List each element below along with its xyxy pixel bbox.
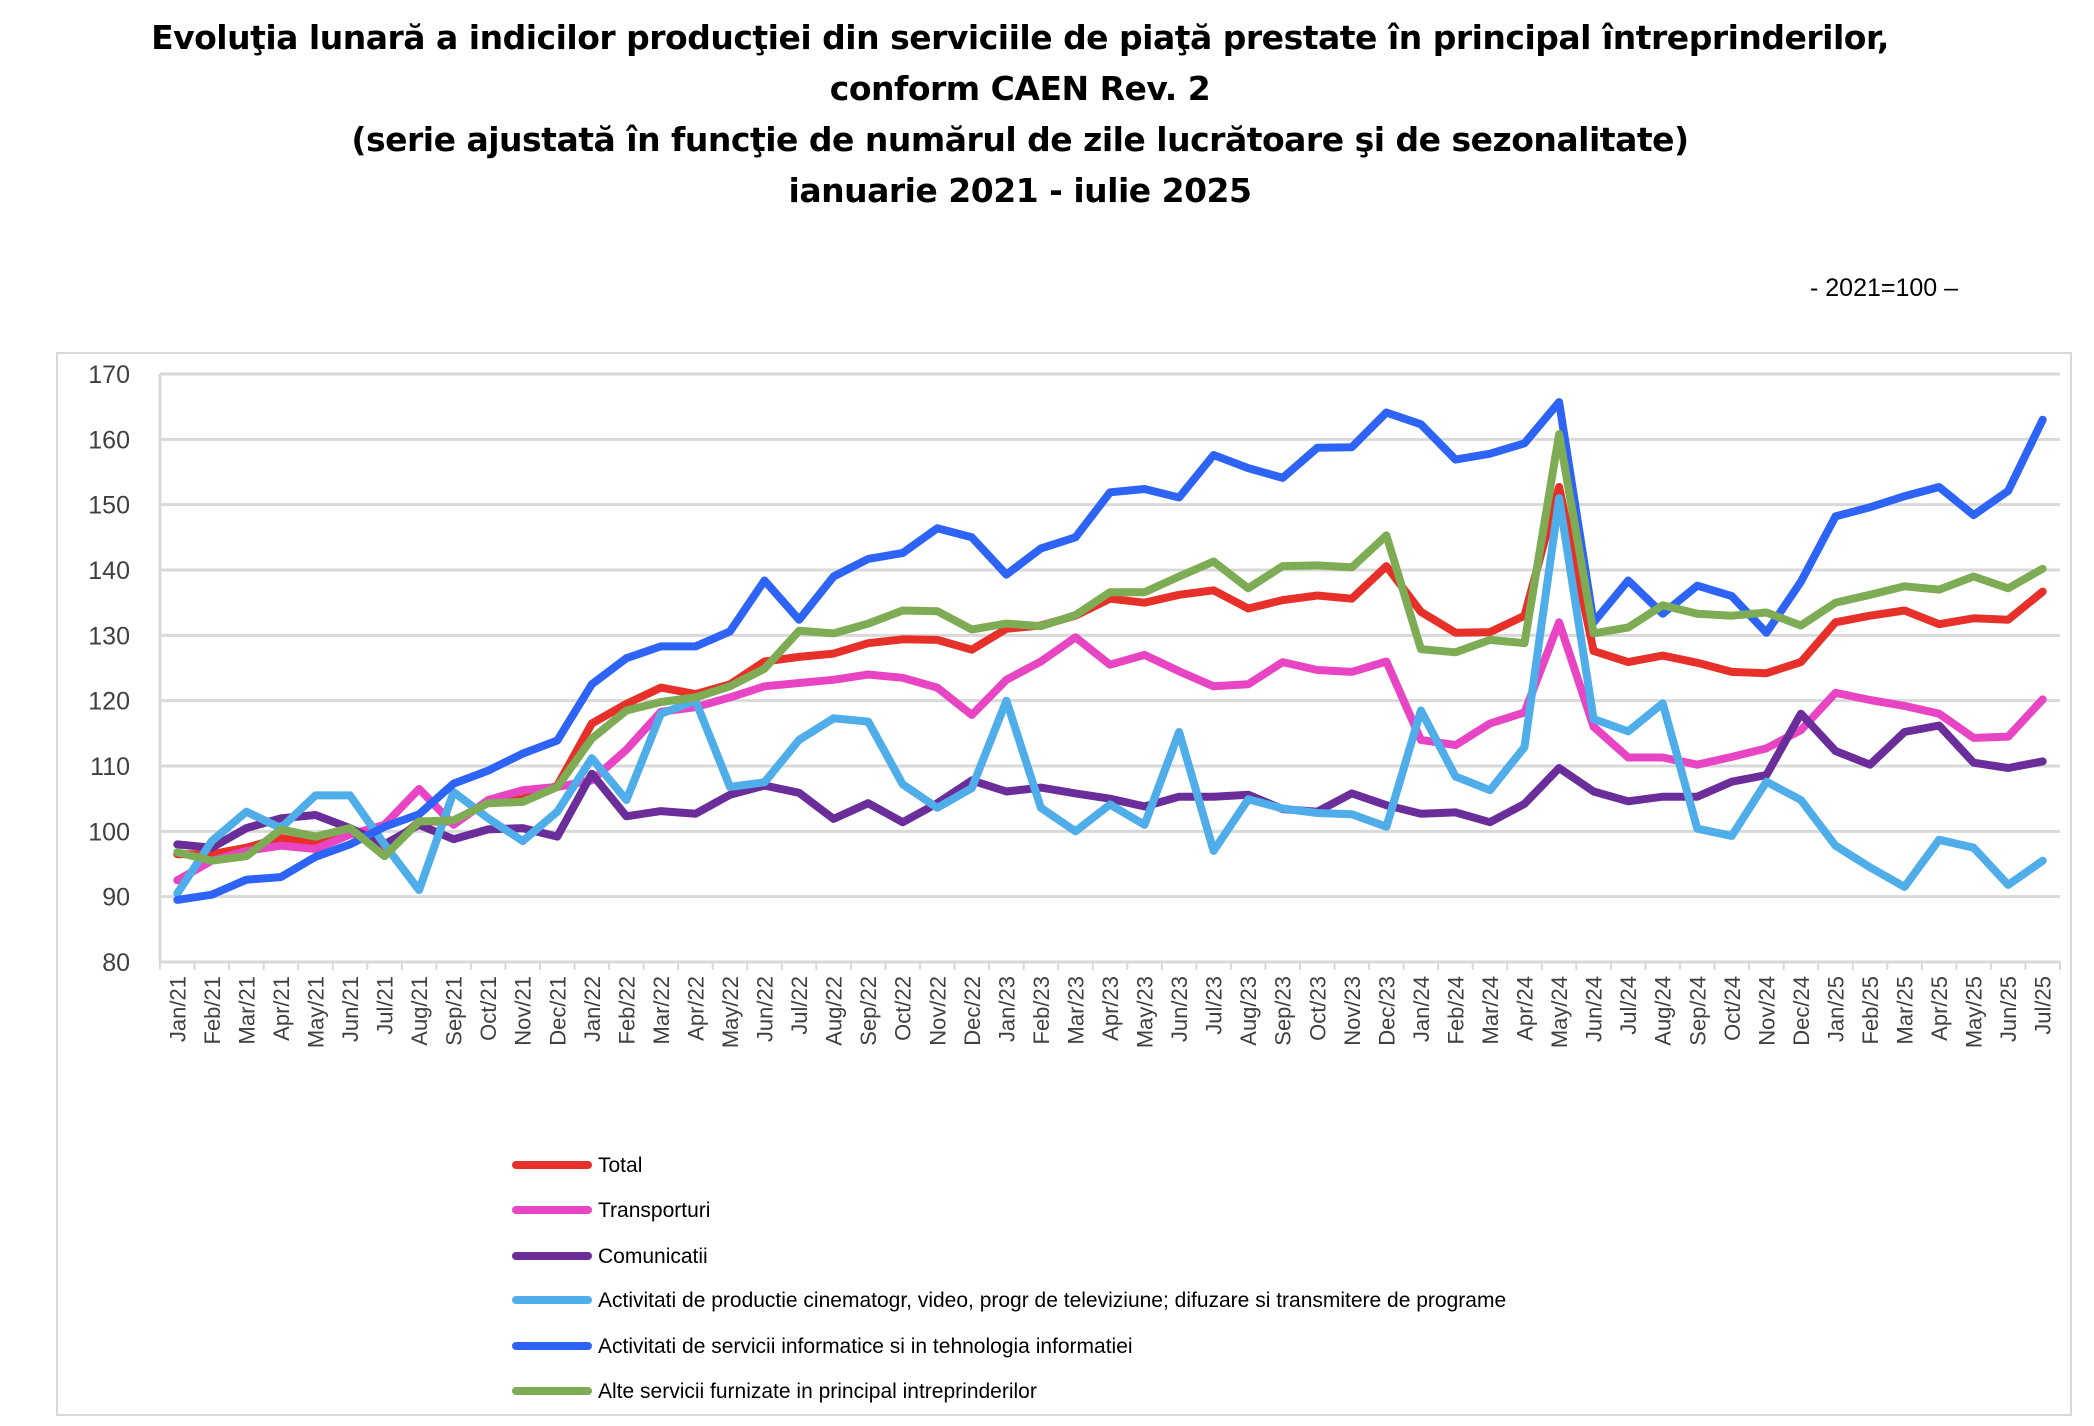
x-tick-label: Sep/24 bbox=[1685, 976, 1710, 1046]
x-tick-label: Nov/23 bbox=[1340, 976, 1365, 1046]
y-tick-label: 170 bbox=[88, 361, 130, 389]
x-tick-label: May/25 bbox=[1962, 976, 1987, 1048]
x-tick-label: Apr/24 bbox=[1513, 976, 1538, 1041]
x-tick-label: Feb/25 bbox=[1858, 976, 1883, 1045]
x-tick-label: Apr/25 bbox=[1927, 976, 1952, 1041]
x-tick-label: Mar/22 bbox=[649, 976, 674, 1044]
y-tick-label: 150 bbox=[88, 492, 130, 520]
x-tick-label: Jun/21 bbox=[338, 976, 363, 1042]
x-tick-label: Jun/24 bbox=[1582, 976, 1607, 1042]
x-tick-label: Feb/23 bbox=[1029, 976, 1054, 1045]
legend-label: Transporturi bbox=[598, 1199, 710, 1222]
x-tick-label: Oct/22 bbox=[891, 976, 916, 1041]
x-tick-label: Jun/23 bbox=[1167, 976, 1192, 1042]
x-tick-label: Oct/21 bbox=[476, 976, 501, 1041]
legend-label: Total bbox=[598, 1154, 642, 1177]
title-line-3: (serie ajustată în funcţie de numărul de… bbox=[351, 120, 1689, 159]
x-tick-label: Jan/25 bbox=[1823, 976, 1848, 1042]
x-tick-label: Jun/25 bbox=[1996, 976, 2021, 1042]
x-tick-label: Mar/24 bbox=[1478, 976, 1503, 1044]
legend-label: Alte servicii furnizate in principal int… bbox=[598, 1380, 1037, 1403]
x-tick-label: Sep/23 bbox=[1271, 976, 1296, 1046]
y-tick-label: 80 bbox=[102, 949, 130, 977]
x-tick-label: Dec/21 bbox=[545, 976, 570, 1046]
x-tick-label: Nov/24 bbox=[1754, 976, 1779, 1046]
title-line-1: Evoluţia lunară a indicilor producţiei d… bbox=[151, 18, 1889, 57]
x-tick-label: Feb/21 bbox=[200, 976, 225, 1045]
chart-frame bbox=[56, 352, 2072, 1416]
x-tick-label: Jul/25 bbox=[2031, 976, 2056, 1035]
x-tick-label: Apr/23 bbox=[1098, 976, 1123, 1041]
x-tick-label: Nov/21 bbox=[511, 976, 536, 1046]
x-tick-label: May/22 bbox=[718, 976, 743, 1048]
x-tick-label: Oct/23 bbox=[1305, 976, 1330, 1041]
x-tick-label: Aug/23 bbox=[1236, 976, 1261, 1046]
x-tick-label: Jun/22 bbox=[753, 976, 778, 1042]
y-tick-label: 110 bbox=[90, 753, 130, 781]
y-tick-label: 90 bbox=[102, 884, 130, 912]
y-tick-label: 120 bbox=[88, 688, 130, 716]
x-tick-label: Dec/23 bbox=[1374, 976, 1399, 1046]
x-tick-label: Feb/24 bbox=[1443, 976, 1468, 1045]
x-tick-label: Jan/23 bbox=[994, 976, 1019, 1042]
x-tick-label: Dec/24 bbox=[1789, 976, 1814, 1046]
x-tick-label: Jan/21 bbox=[165, 976, 190, 1042]
x-tick-label: Sep/21 bbox=[442, 976, 467, 1046]
x-tick-label: Apr/22 bbox=[683, 976, 708, 1041]
x-tick-label: Nov/22 bbox=[925, 976, 950, 1046]
base-year-note: - 2021=100 – bbox=[1810, 274, 1959, 302]
x-tick-label: Feb/22 bbox=[614, 976, 639, 1045]
x-tick-label: Jul/23 bbox=[1202, 976, 1227, 1035]
x-tick-label: Mar/23 bbox=[1063, 976, 1088, 1044]
x-tick-label: Jul/24 bbox=[1616, 976, 1641, 1035]
x-tick-label: Oct/24 bbox=[1720, 976, 1745, 1041]
x-tick-label: May/23 bbox=[1133, 976, 1158, 1048]
legend-label: Comunicatii bbox=[598, 1245, 708, 1268]
y-tick-label: 160 bbox=[88, 426, 130, 454]
legend-label: Activitati de productie cinematogr, vide… bbox=[598, 1289, 1506, 1312]
x-tick-label: Sep/22 bbox=[856, 976, 881, 1046]
x-tick-label: Mar/25 bbox=[1893, 976, 1918, 1044]
title-line-4: ianuarie 2021 - iulie 2025 bbox=[788, 171, 1252, 210]
x-tick-label: Apr/21 bbox=[269, 976, 294, 1041]
x-tick-label: Jan/22 bbox=[580, 976, 605, 1042]
chart-title: Evoluţia lunară a indicilor producţiei d… bbox=[0, 12, 2040, 216]
x-tick-label: Jan/24 bbox=[1409, 976, 1434, 1042]
x-tick-label: Jul/22 bbox=[787, 976, 812, 1035]
x-tick-label: May/21 bbox=[303, 976, 328, 1048]
title-line-2: conform CAEN Rev. 2 bbox=[829, 69, 1211, 108]
x-tick-label: Aug/22 bbox=[822, 976, 847, 1046]
y-tick-label: 100 bbox=[88, 818, 130, 846]
x-tick-label: Aug/24 bbox=[1651, 976, 1676, 1046]
y-tick-label: 140 bbox=[88, 557, 130, 585]
x-tick-label: Mar/21 bbox=[234, 976, 259, 1044]
x-tick-label: Aug/21 bbox=[407, 976, 432, 1046]
x-tick-label: Jul/21 bbox=[373, 976, 398, 1035]
x-tick-label: Dec/22 bbox=[960, 976, 985, 1046]
legend-label: Activitati de servicii informatice si in… bbox=[598, 1335, 1133, 1358]
x-tick-label: May/24 bbox=[1547, 976, 1572, 1048]
y-tick-label: 130 bbox=[88, 622, 130, 650]
